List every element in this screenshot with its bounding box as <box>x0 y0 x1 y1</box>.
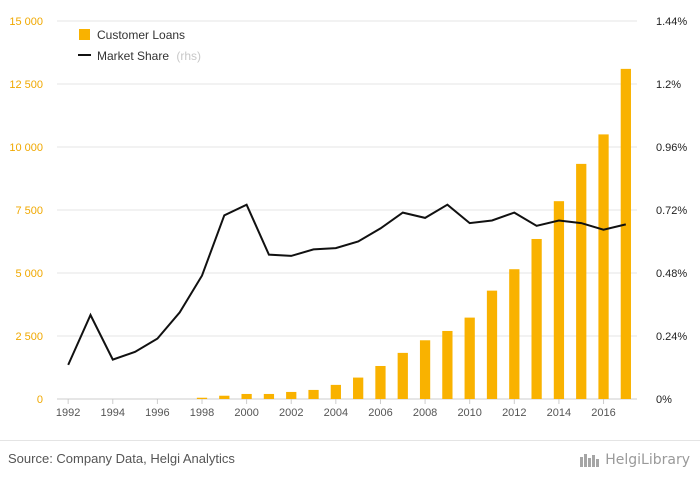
y-right-tick-label: 0% <box>656 394 672 406</box>
bar <box>308 389 319 399</box>
library-icon <box>580 454 600 467</box>
x-axis: 1992 1994 1996 1998 2000 2002 2004 2006 2008 2010… <box>56 399 616 419</box>
y-right-tick-label: 0.72% <box>656 205 687 217</box>
bar <box>509 269 520 399</box>
y-axis-right: 0% 0.24% 0.48% 0.72% 0.96% 1.2% 1.44% <box>656 16 687 406</box>
legend: Customer Loans Market Share (rhs) <box>78 28 201 63</box>
bar <box>263 393 275 399</box>
chart: 0 2 500 5 000 7 500 10 000 12 500 15 000 0% 0.2… <box>9 16 687 419</box>
y-left-tick-label: 10 000 <box>9 142 43 154</box>
legend-swatch-customer-loans <box>79 29 90 40</box>
x-tick-label: 2002 <box>279 407 303 419</box>
legend-label-market-share: Market Share (rhs) <box>97 49 201 63</box>
bar <box>419 340 431 399</box>
bar <box>353 377 364 399</box>
bar <box>219 395 230 399</box>
y-axis-left: 0 2 500 5 000 7 500 10 000 12 500 15 000 <box>9 16 43 406</box>
brand-name: HelgiLibrary <box>605 452 690 468</box>
bar <box>620 68 631 399</box>
x-tick-label: 2000 <box>234 407 258 419</box>
footer-divider <box>0 440 700 441</box>
bar <box>196 397 208 399</box>
legend-label-market-share-name: Market Share <box>97 49 169 63</box>
x-tick-label: 2016 <box>591 407 615 419</box>
bar <box>241 393 252 399</box>
x-tick-label: 1994 <box>101 407 125 419</box>
brand-logo: HelgiLibrary <box>579 450 690 470</box>
bar <box>375 365 386 399</box>
bar <box>598 134 609 399</box>
x-tick-label: 2014 <box>547 407 571 419</box>
x-tick-label: 1992 <box>56 407 80 419</box>
bar <box>442 330 453 399</box>
y-left-tick-label: 12 500 <box>9 79 43 91</box>
line-series-market-share <box>67 203 627 366</box>
bar <box>286 391 297 399</box>
y-left-tick-label: 2 500 <box>15 331 43 343</box>
legend-label-customer-loans: Customer Loans <box>97 28 185 42</box>
x-tick-label: 1996 <box>145 407 169 419</box>
bar <box>464 317 475 399</box>
y-right-tick-label: 0.48% <box>656 268 687 280</box>
y-left-tick-label: 0 <box>37 394 43 406</box>
x-tick-label: 2012 <box>502 407 526 419</box>
gridlines <box>57 20 637 400</box>
y-left-tick-label: 5 000 <box>15 268 43 280</box>
x-tick-label: 2008 <box>413 407 437 419</box>
bar <box>553 201 565 399</box>
y-right-tick-label: 1.44% <box>656 16 687 28</box>
bar <box>531 238 542 399</box>
bar <box>330 384 341 399</box>
bar <box>397 352 408 399</box>
x-tick-label: 1998 <box>190 407 214 419</box>
bar-series-customer-loans <box>196 68 631 399</box>
y-right-tick-label: 0.24% <box>656 331 687 343</box>
y-right-tick-label: 1.2% <box>656 79 681 91</box>
x-tick-label: 2004 <box>324 407 348 419</box>
bar <box>576 163 587 399</box>
x-tick-label: 2006 <box>368 407 392 419</box>
y-right-tick-label: 0.96% <box>656 142 687 154</box>
y-left-tick-label: 7 500 <box>15 205 43 217</box>
y-left-tick-label: 15 000 <box>9 16 43 28</box>
source-note: Source: Company Data, Helgi Analytics <box>8 451 235 466</box>
x-tick-label: 2010 <box>457 407 481 419</box>
legend-label-rhs: (rhs) <box>176 49 201 63</box>
bar <box>486 290 498 399</box>
